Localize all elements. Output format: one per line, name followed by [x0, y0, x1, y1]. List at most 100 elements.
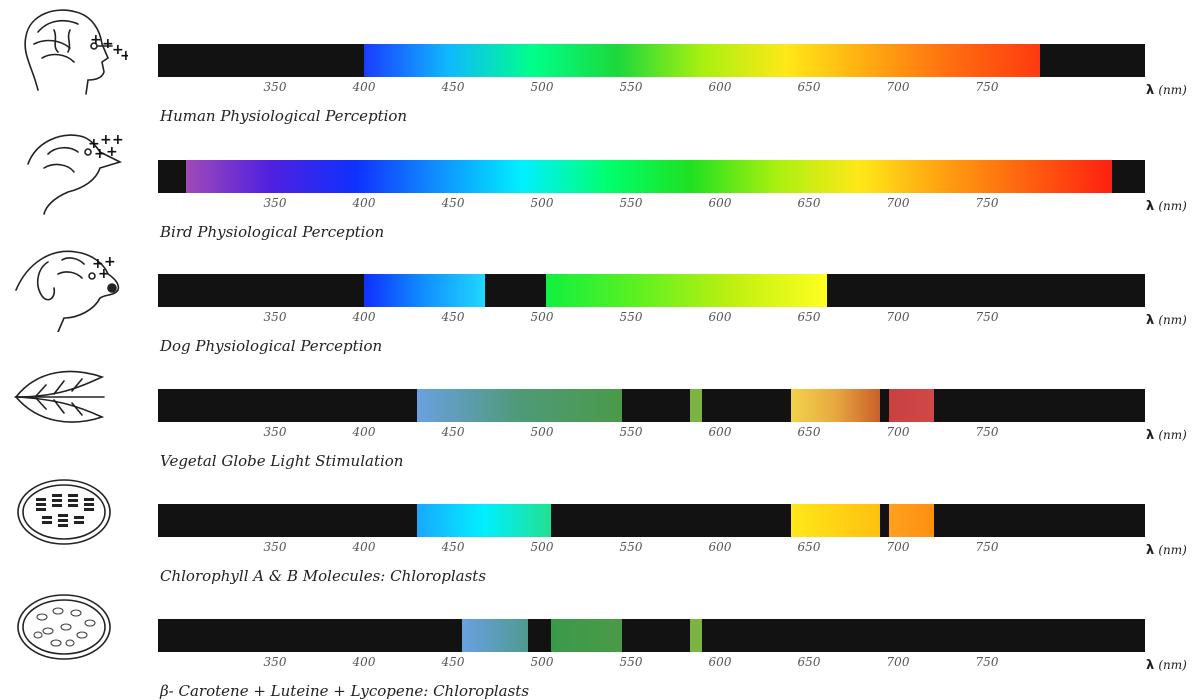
- unit-nm: (nm): [1158, 199, 1187, 213]
- svg-text:+: +: [98, 266, 110, 282]
- spectrum-band: [158, 619, 1145, 652]
- wavelength-tick-label: 650: [797, 80, 821, 94]
- spectrum-segment: [689, 619, 703, 652]
- wavelength-tick-label: 650: [797, 196, 821, 210]
- bird-head-icon: + + + + +: [8, 118, 128, 218]
- spectrum-segment: [364, 274, 486, 307]
- wavelength-tick-label: 450: [441, 80, 465, 94]
- wavelength-tick-label: 400: [352, 425, 376, 439]
- spectrum-row: + + + +350 400 450 500 550 600 650 700 750 λ (nm) Hum…: [0, 0, 1193, 125]
- wavelength-tick-label: 750: [975, 425, 999, 439]
- wavelength-unit-label: λ (nm): [1146, 658, 1187, 673]
- wavelength-unit-label: λ (nm): [1146, 199, 1187, 214]
- spectrum-segment: [791, 504, 881, 537]
- row-caption: Dog Physiological Perception: [160, 337, 383, 355]
- unit-nm: (nm): [1158, 428, 1187, 442]
- spectrum-segment: [889, 389, 934, 422]
- wavelength-tick-label: 350: [263, 655, 287, 669]
- spectrum-segment: [186, 160, 1112, 193]
- wavelength-tick-label: 600: [708, 425, 732, 439]
- lambda-symbol: λ: [1146, 313, 1155, 328]
- wavelength-tick-label: 500: [530, 425, 554, 439]
- wavelength-tick-label: 400: [352, 80, 376, 94]
- wavelength-tick-label: 700: [886, 310, 910, 324]
- wavelength-tick-label: 450: [441, 425, 465, 439]
- wavelength-tick-label: 400: [352, 310, 376, 324]
- wavelength-tick-label: 650: [797, 310, 821, 324]
- svg-text:+: +: [120, 48, 128, 64]
- leaf-icon: [8, 347, 128, 447]
- spectrum-segment: [550, 619, 623, 652]
- wavelength-unit-label: λ (nm): [1146, 313, 1187, 328]
- svg-text:+: +: [100, 132, 112, 148]
- lambda-symbol: λ: [1146, 83, 1155, 98]
- svg-text:+: +: [112, 42, 124, 58]
- wavelength-tick-label: 450: [441, 655, 465, 669]
- wavelength-tick-label: 750: [975, 310, 999, 324]
- lambda-symbol: λ: [1146, 658, 1155, 673]
- wavelength-tick-label: 650: [797, 540, 821, 554]
- wavelength-tick-label: 400: [352, 655, 376, 669]
- spectrum-segment: [545, 274, 827, 307]
- lambda-symbol: λ: [1146, 199, 1155, 214]
- wavelength-tick-label: 400: [352, 540, 376, 554]
- wavelength-tick-label: 550: [619, 655, 643, 669]
- spectrum-row: + + + + +350 400 450 500 550 600 650 700 750 λ (nm) Bi…: [0, 116, 1193, 241]
- wavelength-unit-label: λ (nm): [1146, 83, 1187, 98]
- wavelength-tick-label: 600: [708, 655, 732, 669]
- wavelength-tick-label: 350: [263, 80, 287, 94]
- spectrum-row: 350 400 450 500 550 600 650 700 750 λ (nm) Vegetal…: [0, 345, 1193, 470]
- row-caption: Bird Physiological Perception: [160, 223, 385, 241]
- wavelength-unit-label: λ (nm): [1146, 543, 1187, 558]
- lambda-symbol: λ: [1146, 428, 1155, 443]
- spectrum-segment: [364, 44, 1041, 77]
- unit-nm: (nm): [1158, 543, 1187, 557]
- wavelength-tick-label: 750: [975, 655, 999, 669]
- spectrum-segment: [689, 389, 703, 422]
- wavelength-tick-label: 350: [263, 310, 287, 324]
- wavelength-tick-label: 500: [530, 655, 554, 669]
- spectrum-segment: [791, 389, 881, 422]
- wavelength-tick-label: 450: [441, 540, 465, 554]
- wavelength-tick-label: 700: [886, 655, 910, 669]
- spectrum-band: [158, 44, 1145, 77]
- spectrum-segment: [461, 619, 528, 652]
- unit-nm: (nm): [1158, 83, 1187, 97]
- svg-text:+: +: [106, 144, 118, 160]
- wavelength-tick-label: 550: [619, 425, 643, 439]
- wavelength-tick-label: 550: [619, 196, 643, 210]
- spectrum-row: 350 400 450 500 550 600 650 700 750 λ (nm) Chlorop…: [0, 460, 1193, 585]
- wavelength-tick-label: 700: [886, 80, 910, 94]
- wavelength-tick-label: 750: [975, 196, 999, 210]
- svg-text:+: +: [88, 136, 100, 152]
- wavelength-tick-label: 700: [886, 196, 910, 210]
- wavelength-tick-label: 500: [530, 196, 554, 210]
- svg-text:+: +: [92, 256, 104, 272]
- wavelength-tick-label: 750: [975, 80, 999, 94]
- spectrum-band: [158, 274, 1145, 307]
- wavelength-tick-label: 500: [530, 80, 554, 94]
- wavelength-tick-label: 350: [263, 196, 287, 210]
- wavelength-tick-label: 350: [263, 540, 287, 554]
- dog-head-icon: + + +: [8, 232, 128, 333]
- wavelength-tick-label: 600: [708, 310, 732, 324]
- wavelength-tick-label: 350: [263, 425, 287, 439]
- row-caption: Chlorophyll A & B Molecules: Chloroplast…: [160, 567, 487, 585]
- cell-icon: [8, 577, 128, 677]
- wavelength-tick-label: 500: [530, 310, 554, 324]
- spectrum-segment: [417, 504, 551, 537]
- wavelength-tick-label: 600: [708, 196, 732, 210]
- lambda-symbol: λ: [1146, 543, 1155, 558]
- wavelength-tick-label: 550: [619, 310, 643, 324]
- svg-text:+: +: [112, 132, 124, 148]
- wavelength-tick-label: 600: [708, 540, 732, 554]
- spectrum-band: [158, 504, 1145, 537]
- wavelength-tick-label: 550: [619, 80, 643, 94]
- unit-nm: (nm): [1158, 658, 1187, 672]
- row-caption: Human Physiological Perception: [160, 107, 408, 125]
- wavelength-tick-label: 450: [441, 310, 465, 324]
- spectrum-band: [158, 160, 1145, 193]
- unit-nm: (nm): [1158, 313, 1187, 327]
- spectrum-row: + + + 350 400 450 500 550 600 650 700 750 λ (nm) Dog …: [0, 230, 1193, 355]
- row-caption: β- Carotene + Luteine + Lycopene: Chloro…: [160, 682, 530, 700]
